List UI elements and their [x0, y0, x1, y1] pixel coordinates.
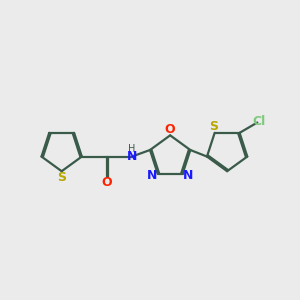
- Text: O: O: [165, 123, 176, 136]
- Text: S: S: [209, 120, 218, 133]
- Text: Cl: Cl: [252, 115, 266, 128]
- Text: H: H: [128, 144, 136, 154]
- Text: O: O: [101, 176, 112, 189]
- Text: N: N: [127, 150, 137, 163]
- Text: S: S: [57, 171, 66, 184]
- Text: N: N: [183, 169, 193, 182]
- Text: N: N: [147, 169, 158, 182]
